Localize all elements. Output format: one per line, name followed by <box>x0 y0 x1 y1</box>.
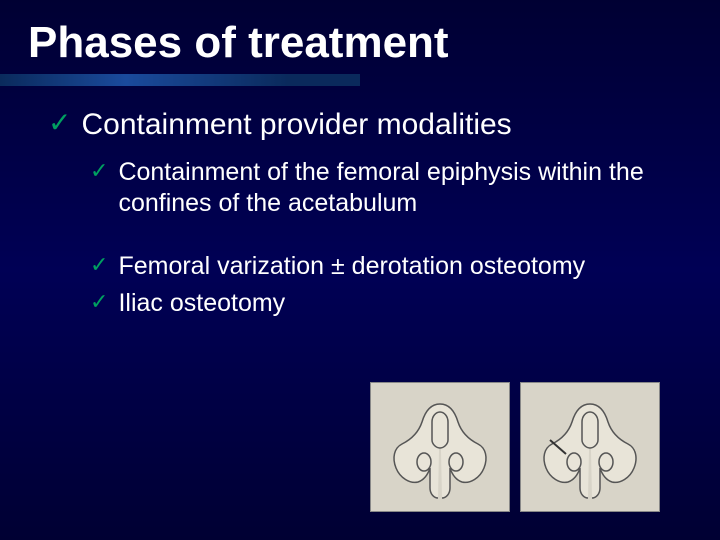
bullet-l2-text: Containment of the femoral epiphysis wit… <box>118 157 680 220</box>
bullet-l1-text: Containment provider modalities <box>81 108 511 143</box>
check-icon: ✓ <box>90 288 108 316</box>
bullet-level1: ✓ Containment provider modalities <box>48 108 680 143</box>
pelvis-icon <box>530 392 650 502</box>
pelvis-illustration-right <box>520 382 660 512</box>
spacer <box>40 225 680 251</box>
bullet-level2: ✓ Iliac osteotomy <box>90 288 680 319</box>
check-icon: ✓ <box>90 157 108 185</box>
title-underline-bar <box>0 74 360 86</box>
bullet-level2: ✓ Femoral varization ± derotation osteot… <box>90 251 680 282</box>
illustration-row <box>370 382 660 512</box>
bullet-l2-text: Iliac osteotomy <box>118 288 285 319</box>
check-icon: ✓ <box>90 251 108 279</box>
bullet-l2-text: Femoral varization ± derotation osteotom… <box>118 251 585 282</box>
pelvis-illustration-left <box>370 382 510 512</box>
pelvis-icon <box>380 392 500 502</box>
bullet-level2: ✓ Containment of the femoral epiphysis w… <box>90 157 680 220</box>
slide-title: Phases of treatment <box>28 18 692 68</box>
content-area: ✓ Containment provider modalities ✓ Cont… <box>0 108 720 320</box>
check-icon: ✓ <box>48 108 71 139</box>
title-area: Phases of treatment <box>0 0 720 78</box>
